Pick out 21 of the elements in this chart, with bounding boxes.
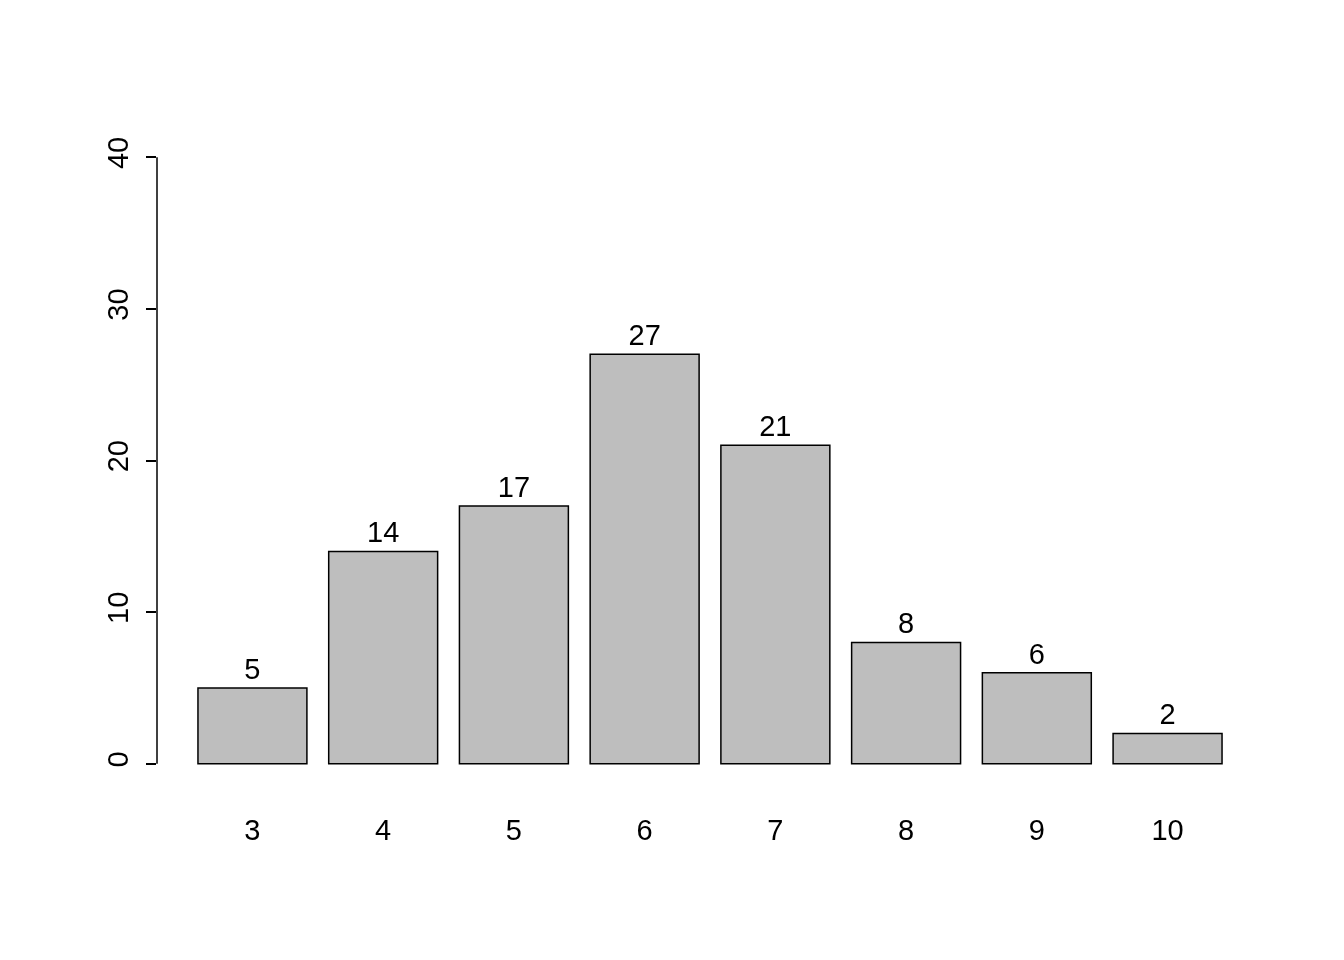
x-tick-label: 6 — [636, 814, 653, 846]
y-tick-label: 40 — [102, 136, 135, 170]
data-label: 27 — [628, 319, 661, 352]
y-tick-label: 10 — [102, 591, 135, 624]
y-tick-label: 30 — [102, 288, 135, 321]
data-label: 2 — [1159, 698, 1176, 731]
x-tick-label: 10 — [1151, 814, 1184, 846]
x-tick-label: 3 — [244, 814, 261, 846]
y-tick-label: 20 — [102, 440, 135, 473]
x-tick-label: 8 — [898, 814, 915, 846]
x-tick-label: 4 — [375, 814, 392, 846]
data-label: 14 — [367, 516, 400, 549]
data-label: 5 — [244, 652, 261, 685]
x-tick-label: 7 — [767, 814, 784, 846]
x-tick-label: 5 — [505, 814, 522, 846]
data-label: 8 — [898, 607, 915, 640]
data-label: 6 — [1028, 637, 1045, 670]
y-tick-label: 0 — [102, 751, 135, 768]
x-tick-label: 9 — [1028, 814, 1045, 846]
data-label: 17 — [497, 470, 531, 503]
data-label: 21 — [759, 410, 792, 443]
